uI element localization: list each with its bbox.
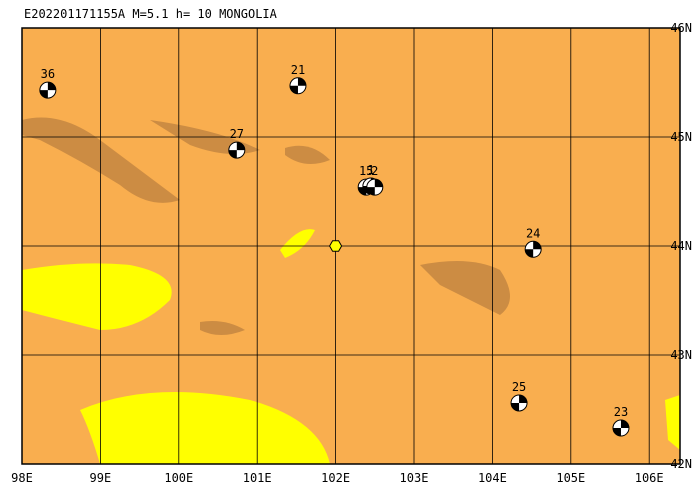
event-label: 27 — [230, 127, 244, 141]
lon-tick-label: 99E — [90, 471, 112, 485]
lon-tick-label: 98E — [11, 471, 33, 485]
event-label: 1 — [367, 163, 374, 177]
event-label: 24 — [526, 226, 540, 240]
lat-tick-label: 43N — [670, 348, 692, 362]
lon-tick-label: 105E — [556, 471, 585, 485]
lat-tick-label: 46N — [670, 21, 692, 35]
event-label: 2 — [371, 164, 378, 178]
lat-tick-label: 42N — [670, 457, 692, 471]
focal-mechanism — [289, 77, 307, 95]
event-label: 25 — [512, 380, 526, 394]
focal-mechanism — [228, 141, 246, 159]
beachball-quadrant — [228, 142, 245, 159]
focal-mechanism — [524, 240, 542, 258]
beachball-quadrant — [511, 394, 528, 411]
lon-tick-label: 103E — [400, 471, 429, 485]
epicenter — [329, 240, 343, 252]
beachball-quadrant — [525, 241, 542, 258]
event-label: 36 — [41, 67, 55, 81]
event-label: 23 — [614, 405, 628, 419]
focal-mechanism — [39, 81, 57, 99]
event-label: 15 — [359, 164, 373, 178]
map-title: E202201171155A M=5.1 h= 10 MONGOLIA — [24, 7, 278, 21]
focal-mechanism — [366, 178, 384, 196]
lon-tick-label: 104E — [478, 471, 507, 485]
focal-mechanism — [510, 394, 528, 412]
event-label: 21 — [291, 63, 305, 77]
focal-mechanism — [612, 419, 630, 437]
lon-tick-label: 100E — [164, 471, 193, 485]
lat-tick-label: 45N — [670, 130, 692, 144]
beachball-quadrant — [366, 179, 383, 196]
beachball-quadrant — [612, 420, 629, 437]
lat-tick-label: 44N — [670, 239, 692, 253]
beachball-quadrant — [39, 82, 56, 99]
lon-tick-label: 101E — [243, 471, 272, 485]
beachball-quadrant — [289, 77, 306, 94]
lon-tick-label: 102E — [321, 471, 350, 485]
lon-tick-label: 106E — [635, 471, 664, 485]
